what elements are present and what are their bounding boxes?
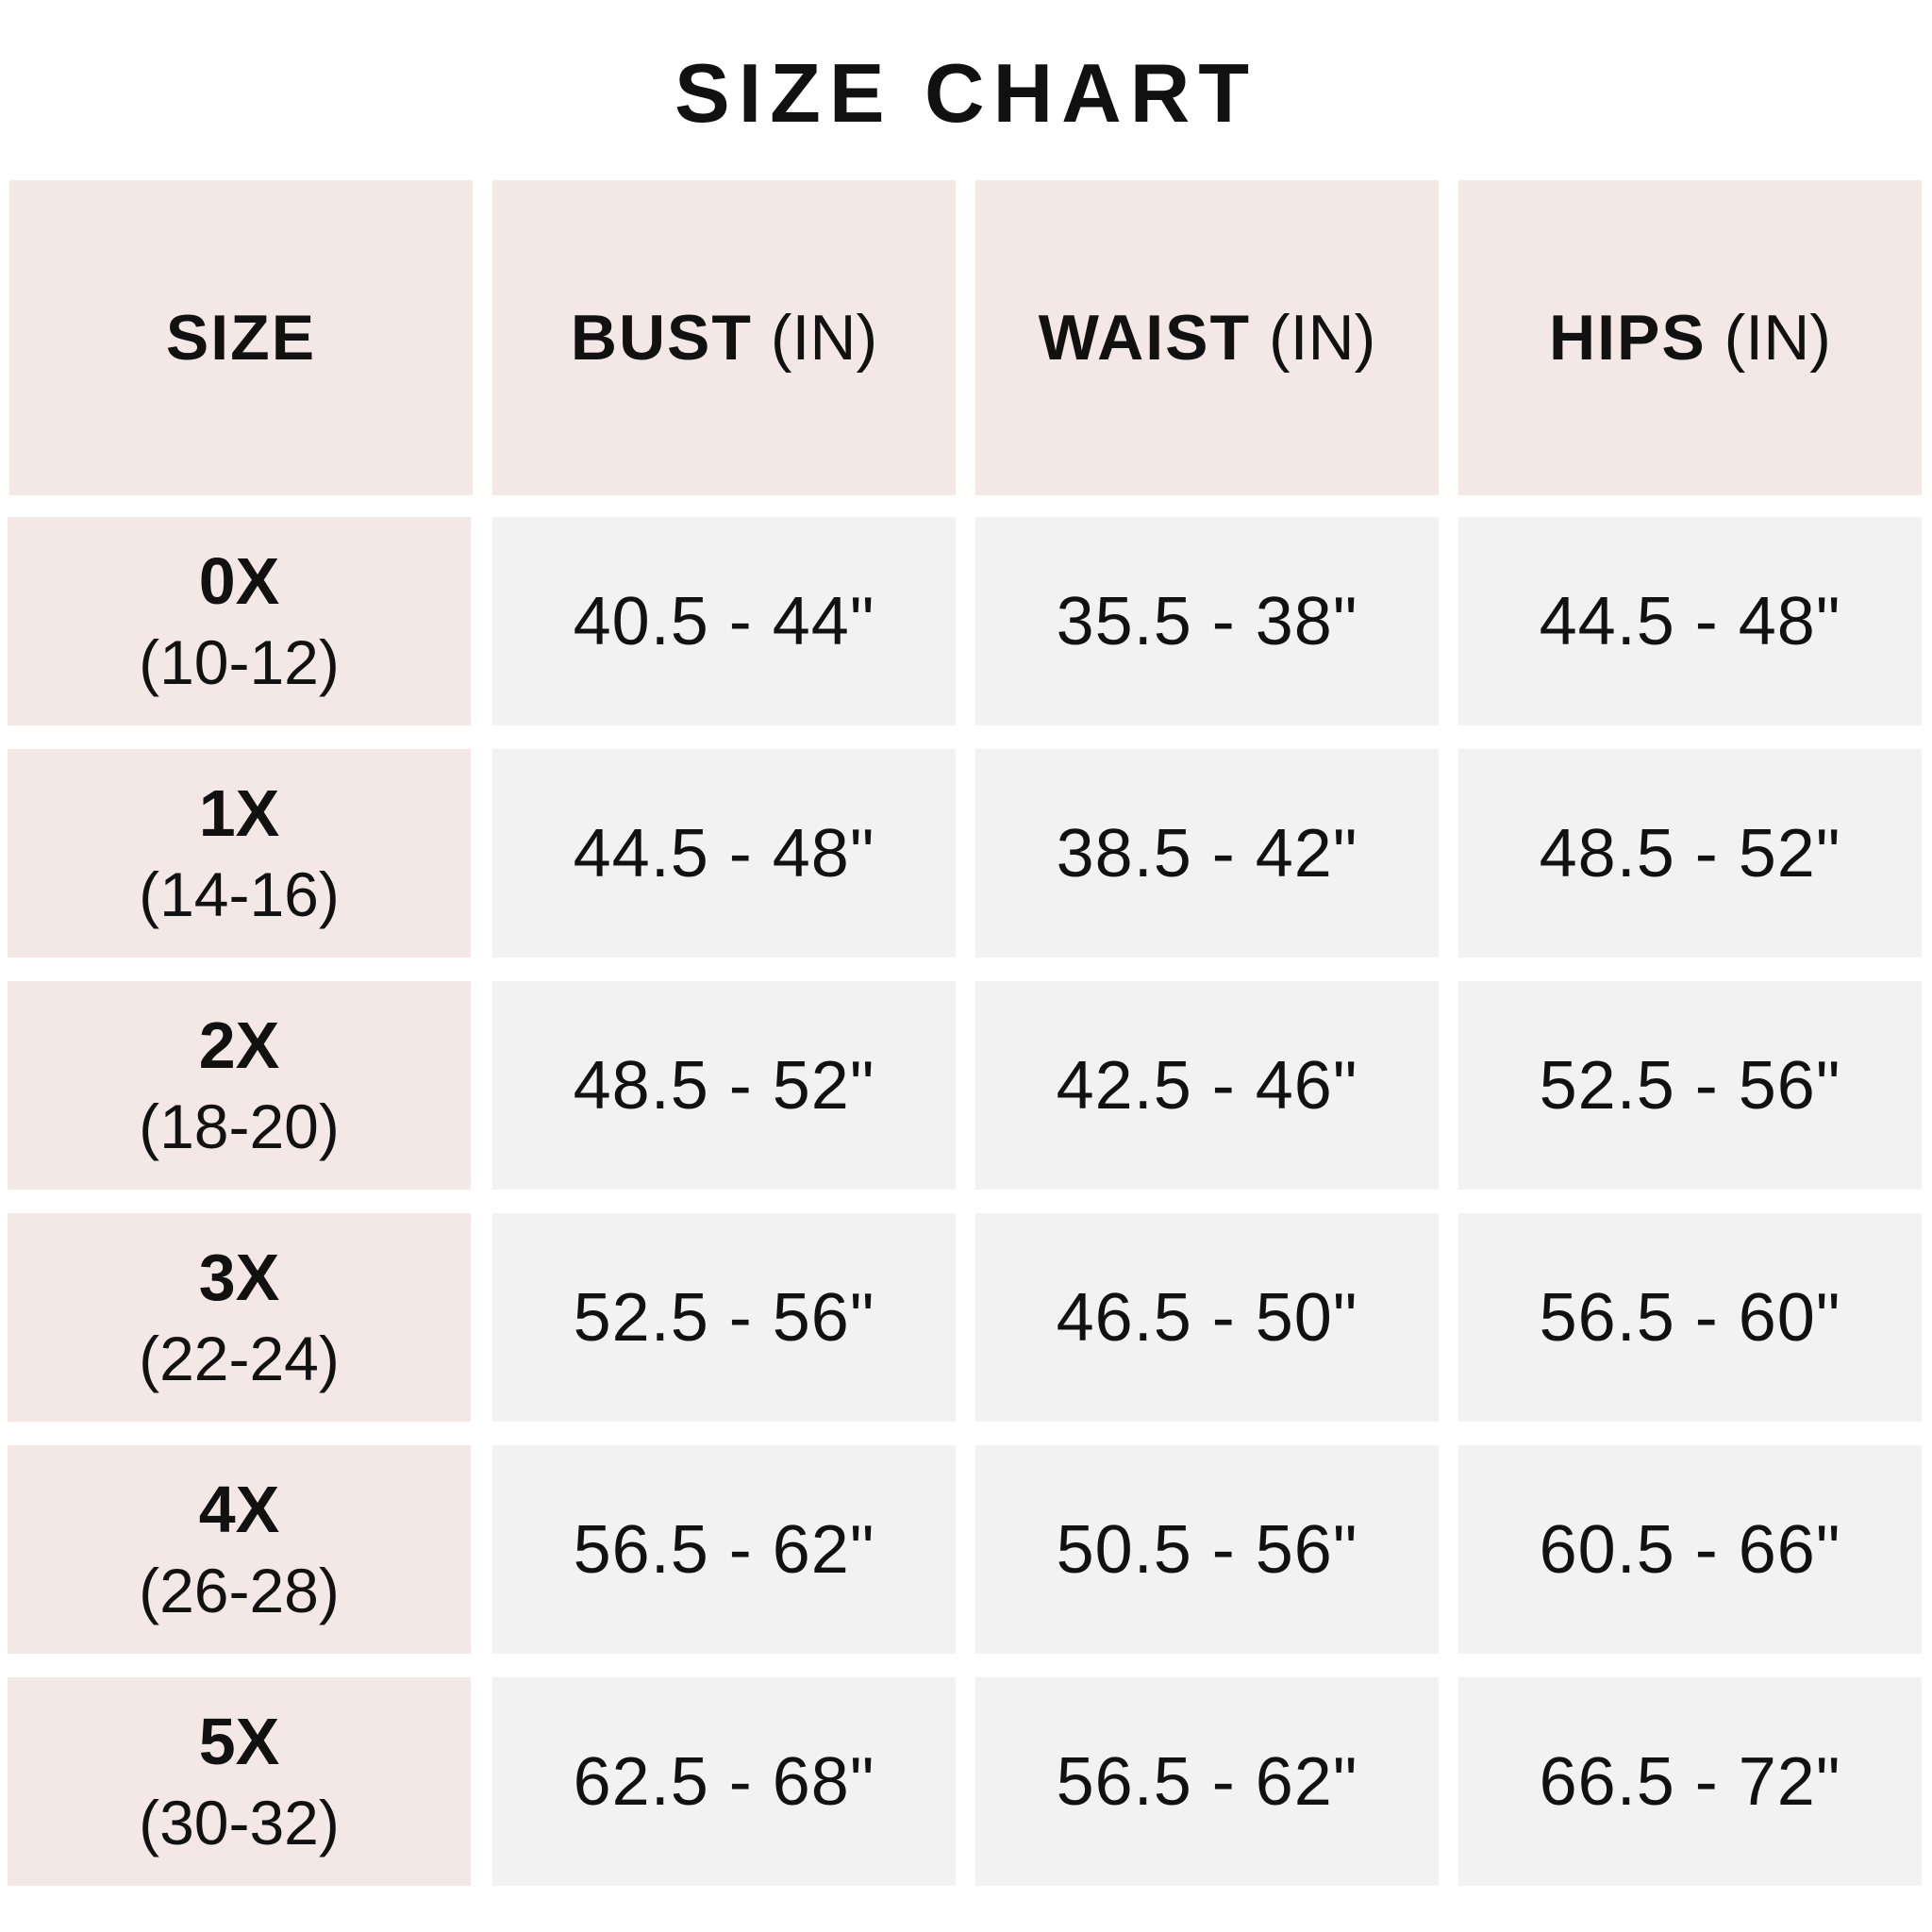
bust-value: 44.5 - 48" xyxy=(573,815,875,891)
hips-value: 48.5 - 52" xyxy=(1539,815,1841,891)
waist-cell: 38.5 - 42" xyxy=(975,749,1439,958)
waist-cell: 35.5 - 38" xyxy=(975,517,1439,725)
size-cell: 4X (26-28) xyxy=(8,1445,471,1654)
bust-cell: 40.5 - 44" xyxy=(492,517,956,725)
us-size-range: (10-12) xyxy=(139,626,340,697)
header-label: BUST (IN) xyxy=(571,301,877,375)
us-size-range: (22-24) xyxy=(139,1323,340,1393)
size-label: 0X xyxy=(198,543,280,618)
hips-value: 60.5 - 66" xyxy=(1539,1511,1841,1588)
hips-value: 66.5 - 72" xyxy=(1539,1743,1841,1820)
size-label: 5X xyxy=(198,1704,280,1778)
waist-cell: 50.5 - 56" xyxy=(975,1445,1439,1654)
hips-cell: 52.5 - 56" xyxy=(1458,981,1922,1190)
header-label: SIZE xyxy=(166,301,316,375)
header-cell-hips: HIPS (IN) xyxy=(1458,180,1922,495)
bust-value: 48.5 - 52" xyxy=(573,1047,875,1124)
us-size-range: (26-28) xyxy=(139,1555,340,1625)
bust-cell: 44.5 - 48" xyxy=(492,749,956,958)
header-label: WAIST (IN) xyxy=(1039,301,1376,375)
bust-cell: 56.5 - 62" xyxy=(492,1445,956,1654)
waist-value: 46.5 - 50" xyxy=(1056,1279,1358,1356)
waist-value: 56.5 - 62" xyxy=(1056,1743,1358,1820)
header-cell-waist: WAIST (IN) xyxy=(975,180,1439,495)
size-cell: 2X (18-20) xyxy=(8,981,471,1190)
page-title: SIZE CHART xyxy=(675,46,1257,140)
hips-cell: 60.5 - 66" xyxy=(1458,1445,1922,1654)
us-size-range: (14-16) xyxy=(139,858,340,929)
waist-cell: 42.5 - 46" xyxy=(975,981,1439,1190)
size-cell: 1X (14-16) xyxy=(8,749,471,958)
hips-cell: 44.5 - 48" xyxy=(1458,517,1922,725)
header-unit: (IN) xyxy=(1724,302,1831,374)
size-label: 1X xyxy=(198,775,280,850)
hips-value: 56.5 - 60" xyxy=(1539,1279,1841,1356)
waist-cell: 46.5 - 50" xyxy=(975,1213,1439,1422)
header-name: HIPS xyxy=(1549,302,1707,374)
size-label: 3X xyxy=(198,1240,280,1314)
waist-cell: 56.5 - 62" xyxy=(975,1677,1439,1886)
bust-cell: 48.5 - 52" xyxy=(492,981,956,1190)
header-label: HIPS (IN) xyxy=(1549,301,1831,375)
us-size-range: (18-20) xyxy=(139,1091,340,1161)
hips-cell: 56.5 - 60" xyxy=(1458,1213,1922,1422)
bust-cell: 62.5 - 68" xyxy=(492,1677,956,1886)
us-size-range: (30-32) xyxy=(139,1787,340,1857)
hips-cell: 66.5 - 72" xyxy=(1458,1677,1922,1886)
header-unit: (IN) xyxy=(1268,302,1376,374)
bust-value: 52.5 - 56" xyxy=(573,1279,875,1356)
header-cell-size: SIZE xyxy=(9,180,473,495)
size-cell: 3X (22-24) xyxy=(8,1213,471,1422)
header-unit: (IN) xyxy=(770,302,878,374)
header-name: SIZE xyxy=(165,302,317,374)
size-label: 4X xyxy=(198,1472,280,1546)
header-name: WAIST xyxy=(1038,302,1252,374)
bust-value: 40.5 - 44" xyxy=(573,583,875,659)
hips-value: 44.5 - 48" xyxy=(1539,583,1841,659)
waist-value: 50.5 - 56" xyxy=(1056,1511,1358,1588)
waist-value: 35.5 - 38" xyxy=(1056,583,1358,659)
size-cell: 5X (30-32) xyxy=(8,1677,471,1886)
header-name: BUST xyxy=(570,302,753,374)
header-cell-bust: BUST (IN) xyxy=(492,180,956,495)
bust-value: 62.5 - 68" xyxy=(573,1743,875,1820)
bust-value: 56.5 - 62" xyxy=(573,1511,875,1588)
hips-value: 52.5 - 56" xyxy=(1539,1047,1841,1124)
bust-cell: 52.5 - 56" xyxy=(492,1213,956,1422)
size-label: 2X xyxy=(198,1008,280,1082)
waist-value: 38.5 - 42" xyxy=(1056,815,1358,891)
hips-cell: 48.5 - 52" xyxy=(1458,749,1922,958)
waist-value: 42.5 - 46" xyxy=(1056,1047,1358,1124)
size-cell: 0X (10-12) xyxy=(8,517,471,725)
